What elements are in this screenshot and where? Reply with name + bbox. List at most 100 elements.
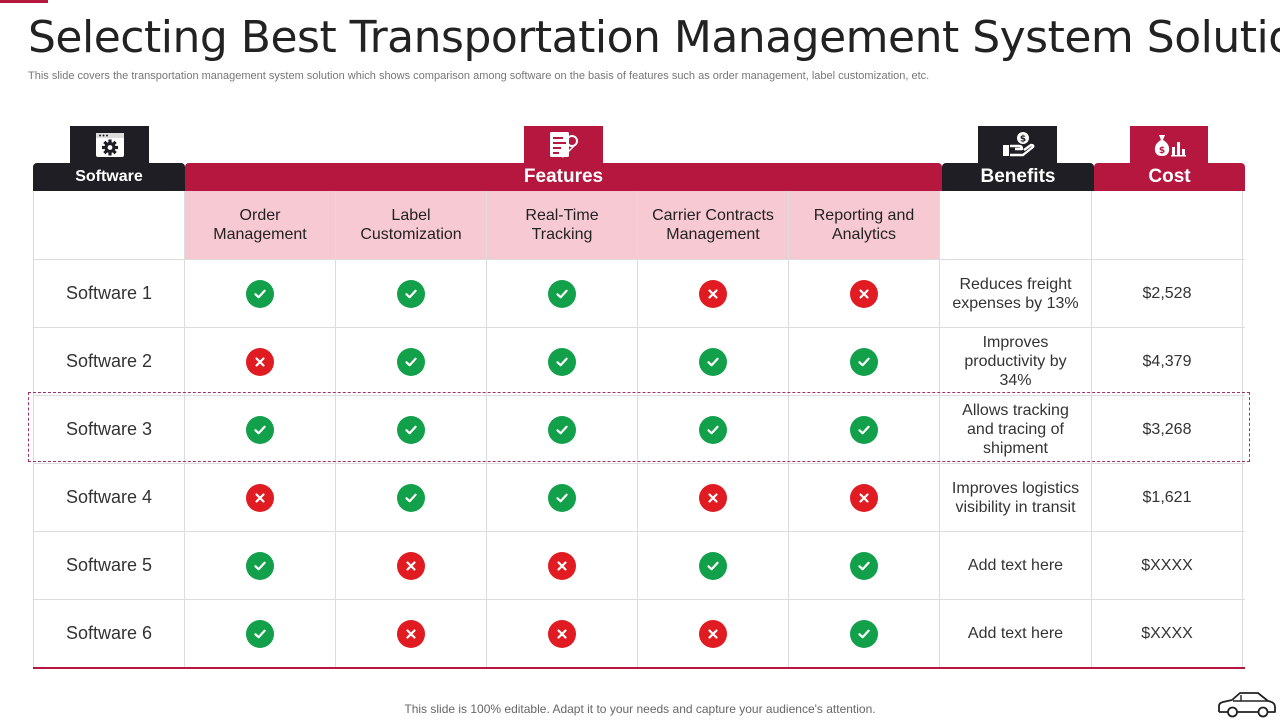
check-icon [246, 415, 274, 444]
feature-cell [638, 260, 789, 327]
feature-cell [336, 396, 487, 463]
check-icon [548, 415, 576, 444]
feature-header-row: Order Management Label Customization Rea… [33, 191, 1245, 260]
table-row: Software 5 Add text here $XXXX [33, 532, 1245, 600]
feature-cell [789, 600, 940, 667]
cross-icon [850, 279, 878, 308]
benefits-header: Benefits [942, 163, 1094, 191]
cost-value: $XXXX [1092, 600, 1243, 667]
feature-cell [638, 600, 789, 667]
empty-header-cell [1092, 191, 1243, 259]
cost-value: $1,621 [1092, 464, 1243, 531]
empty-header-cell [940, 191, 1092, 259]
check-icon [548, 347, 576, 376]
benefits-tab: $ [978, 126, 1057, 164]
feature-cell [487, 328, 638, 395]
benefit-text: Reduces freight expenses by 13% [940, 260, 1092, 327]
software-name: Software 3 [33, 396, 185, 463]
feature-cell [185, 532, 336, 599]
page-title: Selecting Best Transportation Management… [28, 12, 1280, 63]
cross-icon [699, 483, 727, 512]
feature-column-header: Order Management [185, 191, 336, 259]
table-row: Software 2 Improves productivity by 34% $4… [33, 328, 1245, 396]
check-icon [699, 551, 727, 580]
feature-cell [789, 328, 940, 395]
check-icon [850, 347, 878, 376]
feature-cell [638, 328, 789, 395]
feature-cell [789, 396, 940, 463]
table-row: Software 1 Reduces freight expenses by 13… [33, 260, 1245, 328]
feature-cell [487, 396, 638, 463]
cost-value: $2,528 [1092, 260, 1243, 327]
cross-icon [699, 279, 727, 308]
hand-money-icon: $ [1002, 132, 1034, 157]
document-edit-icon [549, 132, 578, 158]
benefit-text: Add text here [940, 600, 1092, 667]
feature-cell [638, 532, 789, 599]
cross-icon [246, 483, 274, 512]
check-icon [699, 415, 727, 444]
software-name: Software 6 [33, 600, 185, 667]
cross-icon [397, 619, 425, 648]
cost-value: $4,379 [1092, 328, 1243, 395]
check-icon [246, 551, 274, 580]
table-row: Software 4 Improves logistics visibility … [33, 464, 1245, 532]
software-header: Software [33, 163, 185, 191]
feature-cell [185, 260, 336, 327]
check-icon [850, 551, 878, 580]
cost-tab: $ [1130, 126, 1208, 164]
cost-header: Cost [1094, 163, 1245, 191]
empty-header-cell [33, 191, 185, 259]
cross-icon [246, 347, 274, 376]
feature-column-header: Reporting and Analytics [789, 191, 940, 259]
feature-cell [185, 328, 336, 395]
feature-cell [336, 260, 487, 327]
software-tab [70, 126, 149, 164]
footer-note: This slide is 100% editable. Adapt it to… [404, 702, 876, 716]
check-icon [246, 619, 274, 648]
check-icon [548, 483, 576, 512]
feature-column-header: Label Customization [336, 191, 487, 259]
check-icon [246, 279, 274, 308]
features-tab [524, 126, 603, 164]
comparison-table: Order Management Label Customization Rea… [33, 191, 1245, 669]
feature-cell [789, 260, 940, 327]
feature-cell [185, 464, 336, 531]
benefit-text: Improves productivity by 34% [940, 328, 1092, 395]
feature-cell [487, 464, 638, 531]
table-row: Software 3 Allows tracking and tracing of… [33, 396, 1245, 464]
cross-icon [699, 619, 727, 648]
gear-window-icon [95, 133, 124, 157]
check-icon [850, 619, 878, 648]
benefit-text: Add text here [940, 532, 1092, 599]
software-name: Software 5 [33, 532, 185, 599]
check-icon [397, 279, 425, 308]
feature-column-header: Carrier Contracts Management [638, 191, 789, 259]
features-header: Features [185, 163, 942, 191]
feature-cell [789, 532, 940, 599]
check-icon [850, 415, 878, 444]
software-name: Software 4 [33, 464, 185, 531]
cross-icon [850, 483, 878, 512]
feature-cell [789, 464, 940, 531]
software-name: Software 1 [33, 260, 185, 327]
software-name: Software 2 [33, 328, 185, 395]
check-icon [397, 415, 425, 444]
check-icon [397, 347, 425, 376]
feature-cell [185, 396, 336, 463]
feature-cell [185, 600, 336, 667]
page-subtitle: This slide covers the transportation man… [28, 70, 930, 82]
check-icon [548, 279, 576, 308]
cross-icon [548, 619, 576, 648]
feature-column-header: Real-Time Tracking [487, 191, 638, 259]
feature-cell [487, 260, 638, 327]
car-icon [1218, 692, 1276, 718]
benefit-text: Allows tracking and tracing of shipment [940, 396, 1092, 463]
money-bag-chart-icon: $ [1154, 135, 1186, 157]
top-accent-bar [0, 0, 48, 3]
feature-cell [487, 532, 638, 599]
feature-cell [487, 600, 638, 667]
cost-value: $XXXX [1092, 532, 1243, 599]
cross-icon [397, 551, 425, 580]
feature-cell [336, 328, 487, 395]
